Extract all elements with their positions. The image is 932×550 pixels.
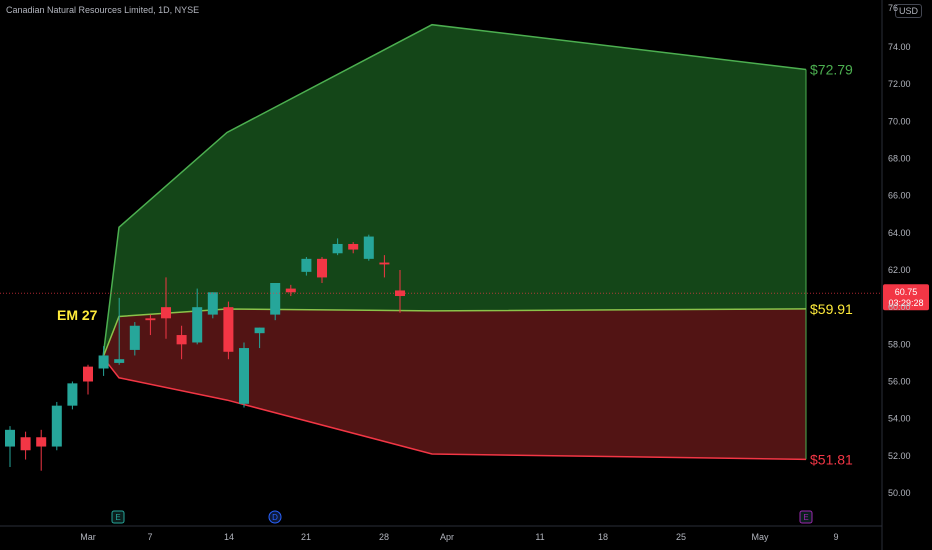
y-tick-label: 66.00 bbox=[888, 191, 911, 201]
y-tick-label: 56.00 bbox=[888, 377, 911, 387]
earnings-marker bbox=[799, 510, 813, 524]
candle-body bbox=[317, 258, 327, 278]
x-tick-label: 18 bbox=[598, 532, 608, 542]
y-tick-label: 64.00 bbox=[888, 228, 911, 238]
y-tick-label-clipped: 76 bbox=[888, 3, 898, 13]
candle-body bbox=[301, 258, 312, 272]
y-tick-label: 52.00 bbox=[888, 451, 911, 461]
y-tick-label: 62.00 bbox=[888, 265, 911, 275]
y-tick-label: 72.00 bbox=[888, 79, 911, 89]
event-marker-label: E bbox=[115, 513, 120, 522]
last-price-tag bbox=[883, 284, 929, 311]
candle-body bbox=[5, 429, 15, 447]
candle-body bbox=[83, 366, 93, 382]
chart-title: Canadian Natural Resources Limited, 1D, … bbox=[6, 5, 200, 15]
x-tick-label: 28 bbox=[379, 532, 389, 542]
lower-band-line bbox=[102, 356, 807, 461]
x-tick-label: 9 bbox=[833, 532, 838, 542]
x-tick-label: 21 bbox=[301, 532, 311, 542]
candle-body bbox=[176, 335, 187, 345]
event-marker-label: D bbox=[272, 513, 278, 522]
candle-body bbox=[67, 383, 78, 406]
y-tick-label: 54.00 bbox=[888, 414, 911, 424]
event-marker-label: E bbox=[803, 513, 808, 522]
y-tick-label: 68.00 bbox=[888, 154, 911, 164]
y-tick-label: 58.00 bbox=[888, 339, 911, 349]
candle-body bbox=[51, 405, 62, 447]
candle-body bbox=[114, 359, 125, 363]
x-tick-label: 14 bbox=[224, 532, 234, 542]
candle-body bbox=[285, 288, 296, 293]
y-tick-label: 60.00 bbox=[888, 302, 911, 312]
candle-body bbox=[145, 318, 156, 321]
level-label: $51.81 bbox=[810, 451, 853, 467]
candle-body bbox=[223, 307, 234, 352]
y-tick-label: 74.00 bbox=[888, 42, 911, 52]
candle-body bbox=[161, 307, 171, 319]
candle-body bbox=[348, 243, 359, 250]
candle-body bbox=[36, 437, 47, 447]
candle-body bbox=[20, 437, 31, 451]
expected-move-bands bbox=[102, 23, 807, 461]
em-annotation: EM 27 bbox=[57, 307, 98, 323]
last-price-value: 60.75 bbox=[895, 287, 918, 297]
candle-body bbox=[254, 327, 265, 334]
candle-body bbox=[379, 262, 390, 265]
earnings-marker bbox=[111, 510, 125, 524]
candle-body bbox=[239, 348, 249, 404]
candle-body bbox=[129, 325, 140, 350]
y-tick-label: 70.00 bbox=[888, 116, 911, 126]
x-tick-label: 11 bbox=[535, 532, 544, 542]
y-tick-label: 50.00 bbox=[888, 488, 911, 498]
lower-band-fill bbox=[103, 308, 806, 460]
candle-body bbox=[98, 355, 109, 369]
upper-band-line bbox=[102, 23, 807, 358]
x-tick-label: Mar bbox=[80, 532, 96, 542]
axes: 50.00 52.00 54.00 56.00 58.00 60.00 62.00 64.00… bbox=[0, 0, 911, 550]
x-tick-label: May bbox=[751, 532, 769, 542]
level-label: $72.79 bbox=[810, 61, 853, 77]
level-label: $59.91 bbox=[810, 301, 853, 317]
candles bbox=[5, 234, 405, 471]
candle-body bbox=[270, 283, 281, 315]
candle-body bbox=[363, 236, 374, 259]
candle-body bbox=[207, 292, 218, 315]
x-tick-label: 25 bbox=[676, 532, 686, 542]
currency-button[interactable]: USD bbox=[895, 4, 923, 18]
candle-body bbox=[332, 243, 343, 254]
dividend-marker bbox=[268, 510, 282, 524]
candle-body bbox=[192, 307, 203, 343]
last-price-countdown: 03:29:28 bbox=[888, 298, 923, 308]
upper-band-fill bbox=[103, 24, 806, 358]
x-tick-label: 7 bbox=[147, 532, 152, 542]
x-tick-label: Apr bbox=[440, 532, 454, 542]
